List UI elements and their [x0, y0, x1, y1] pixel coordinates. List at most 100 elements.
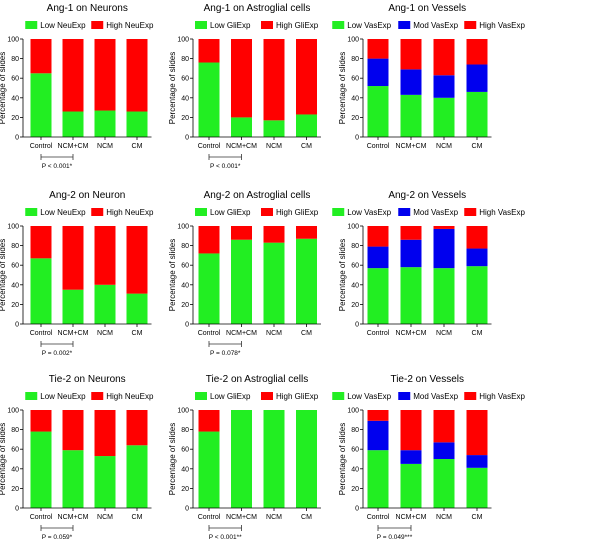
- y-axis-label: Percentage of slides: [168, 52, 177, 125]
- bar-segment: [433, 410, 455, 443]
- legend-item: High GliExp: [261, 21, 319, 30]
- bar-segment: [367, 86, 389, 137]
- legend-swatch: [332, 208, 345, 216]
- y-tick-label: 80: [11, 243, 19, 250]
- chart-panel: Ang-1 on Neurons Low NeuExp High NeuExp Con…: [0, 3, 154, 170]
- x-tick-label: Control: [198, 330, 221, 337]
- x-tick-label: NCM: [436, 514, 452, 521]
- p-value-label: P < 0.001**: [209, 534, 242, 540]
- y-tick-label: 100: [347, 224, 359, 231]
- legend-item: High VasExp: [464, 392, 525, 401]
- y-axis-label: Percentage of slides: [168, 423, 177, 496]
- y-tick-label: 100: [347, 408, 359, 415]
- bar-segment: [231, 39, 252, 118]
- p-value-label: P < 0.001*: [42, 163, 73, 170]
- bar-segment: [466, 266, 488, 324]
- bar-segment: [30, 410, 52, 432]
- legend-item: Low NeuExp: [25, 208, 86, 217]
- bar-segment: [62, 39, 84, 112]
- chart-title: Ang-2 on Neuron: [49, 190, 125, 201]
- legend-swatch: [261, 392, 273, 400]
- y-tick-label: 100: [347, 37, 359, 44]
- x-tick-label: Control: [30, 330, 53, 337]
- legend-label: Mod VasExp: [413, 208, 458, 217]
- chart-panel: Ang-2 on Neuron Low NeuExp High NeuExp Cont…: [0, 190, 154, 357]
- chart-panel: Ang-1 on Astroglial cells Low GliExp High …: [168, 3, 321, 170]
- bar-segment: [198, 62, 220, 137]
- legend-swatch: [25, 21, 38, 29]
- legend-swatch: [261, 208, 273, 216]
- bar-segment: [231, 117, 252, 137]
- y-axis-label: Percentage of slides: [0, 423, 7, 496]
- bar-segment: [400, 69, 422, 95]
- y-axis-label: Percentage of slides: [338, 239, 347, 312]
- x-tick-label: Control: [198, 514, 221, 521]
- y-tick-label: 80: [181, 56, 189, 63]
- y-tick-label: 80: [351, 56, 359, 63]
- y-tick-label: 40: [351, 95, 359, 102]
- x-tick-label: NCM+CM: [396, 143, 427, 150]
- bar-segment: [466, 467, 488, 508]
- bar-segment: [466, 64, 488, 92]
- chart-title: Ang-1 on Astroglial cells: [204, 3, 311, 14]
- legend-swatch: [261, 21, 273, 29]
- legend-swatch: [464, 21, 477, 29]
- y-tick-label: 0: [355, 506, 359, 513]
- y-tick-label: 60: [11, 447, 19, 454]
- y-axis-label: Percentage of slides: [0, 52, 7, 125]
- x-tick-label: NCM+CM: [58, 330, 89, 337]
- y-tick-label: 0: [355, 322, 359, 329]
- x-tick-label: NCM: [266, 514, 282, 521]
- bar-segment: [400, 94, 422, 137]
- bar-segment: [466, 39, 488, 65]
- bar-segment: [367, 246, 389, 269]
- legend-swatch: [25, 392, 38, 400]
- p-value-label: P = 0.059*: [42, 534, 73, 540]
- x-tick-label: CM: [472, 514, 483, 521]
- x-tick-label: NCM: [97, 514, 113, 521]
- bar-segment: [433, 268, 455, 324]
- y-tick-label: 100: [177, 224, 189, 231]
- chart-title: Tie-2 on Neurons: [49, 374, 126, 385]
- legend-label: Low NeuExp: [40, 392, 86, 401]
- chart-title: Ang-1 on Neurons: [47, 3, 128, 14]
- bar-segment: [30, 39, 52, 74]
- y-tick-label: 40: [181, 95, 189, 102]
- y-tick-label: 80: [351, 243, 359, 250]
- bar-segment: [433, 97, 455, 137]
- y-tick-label: 60: [351, 263, 359, 270]
- chart-panel: Tie-2 on Astroglial cells Low GliExp High …: [168, 374, 321, 540]
- legend-label: Low VasExp: [347, 21, 391, 30]
- bar-segment: [94, 39, 116, 111]
- bar-segment: [263, 242, 285, 324]
- bar-segment: [198, 410, 220, 432]
- bar-segment: [30, 431, 52, 508]
- y-tick-label: 0: [15, 322, 19, 329]
- bar-segment: [466, 226, 488, 249]
- y-tick-label: 100: [7, 224, 19, 231]
- x-tick-label: NCM+CM: [58, 143, 89, 150]
- chart-panel: Tie-2 on Neurons Low NeuExp High NeuExp Con…: [0, 374, 154, 540]
- x-tick-label: NCM+CM: [226, 143, 257, 150]
- y-tick-label: 40: [11, 466, 19, 473]
- bar-segment: [94, 410, 116, 457]
- p-value-label: P = 0.078*: [210, 350, 241, 357]
- y-tick-label: 0: [355, 135, 359, 142]
- y-tick-label: 100: [177, 37, 189, 44]
- legend-swatch: [25, 208, 38, 216]
- legend-item: Mod VasExp: [398, 208, 459, 217]
- bar-segment: [231, 239, 252, 324]
- legend-swatch: [398, 21, 411, 29]
- bar-segment: [126, 226, 148, 294]
- legend-swatch: [91, 392, 104, 400]
- x-tick-label: CM: [472, 330, 483, 337]
- legend-item: High GliExp: [261, 392, 319, 401]
- y-tick-label: 20: [11, 115, 19, 122]
- y-tick-label: 20: [181, 486, 189, 493]
- x-tick-label: NCM: [266, 143, 282, 150]
- legend-swatch: [332, 21, 345, 29]
- y-tick-label: 20: [351, 115, 359, 122]
- bar-segment: [263, 39, 285, 121]
- y-tick-label: 60: [181, 447, 189, 454]
- chart-panel: Ang-2 on Astroglial cells Low GliExp High …: [168, 190, 321, 357]
